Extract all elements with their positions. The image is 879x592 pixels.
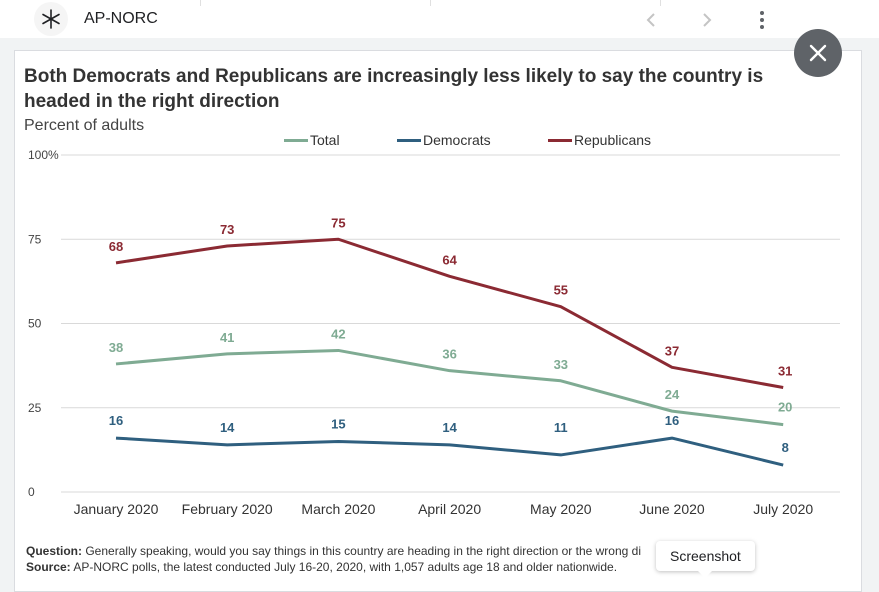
question-text: Generally speaking, would you say things…: [85, 544, 641, 558]
data-label-total: 41: [220, 330, 234, 345]
x-tick-label: June 2020: [639, 501, 705, 517]
close-button[interactable]: [794, 29, 842, 77]
y-tick-label: 100%: [28, 148, 59, 162]
x-tick-label: January 2020: [74, 501, 159, 517]
image-card: [14, 50, 862, 592]
data-label-democrats: 11: [554, 420, 568, 435]
data-label-republicans: 55: [554, 283, 568, 298]
source-note: Source: AP-NORC polls, the latest conduc…: [26, 560, 617, 574]
top-bar: AP-NORC: [0, 0, 879, 38]
y-tick-label: 25: [28, 401, 42, 415]
data-label-republicans: 75: [331, 215, 345, 230]
question-label: Question:: [26, 544, 82, 558]
data-label-republicans: 64: [442, 252, 457, 267]
y-tick-label: 50: [28, 317, 42, 331]
chevron-left-icon: [646, 13, 655, 27]
data-label-total: 24: [665, 387, 680, 402]
x-tick-label: February 2020: [182, 501, 273, 517]
data-label-republicans: 37: [665, 343, 679, 358]
data-label-total: 38: [109, 340, 123, 355]
next-button[interactable]: [696, 9, 718, 31]
series-line-republicans: [115, 237, 784, 390]
more-vert-icon: [760, 11, 764, 29]
close-icon: [809, 44, 827, 62]
source-text: AP-NORC polls, the latest conducted July…: [73, 560, 618, 574]
brand-name[interactable]: AP-NORC: [84, 10, 158, 27]
x-tick-label: May 2020: [530, 501, 592, 517]
more-options-button[interactable]: [751, 9, 773, 31]
y-tick-label: 0: [28, 485, 35, 499]
legend-label-total: Total: [310, 132, 340, 148]
legend-republicans: Republicans: [548, 132, 651, 148]
data-label-total: 36: [442, 347, 456, 362]
x-tick-label: July 2020: [753, 501, 813, 517]
data-label-republicans: 73: [220, 222, 234, 237]
previous-button[interactable]: [640, 9, 662, 31]
asterisk-icon: [42, 9, 60, 29]
y-tick-label: 75: [28, 232, 42, 246]
data-label-total: 33: [554, 357, 568, 372]
x-tick-label: March 2020: [301, 501, 375, 517]
data-label-democrats: 15: [331, 416, 345, 431]
chart-title: Both Democrats and Republicans are incre…: [24, 66, 764, 112]
tab-divider: [0, 0, 201, 6]
data-label-democrats: 8: [782, 440, 789, 455]
series-line-democrats: [115, 436, 784, 467]
line-chart: 0 25 50 75 100% January 2020 February 2020 Marc…: [28, 148, 840, 517]
data-label-democrats: 16: [665, 413, 679, 428]
data-label-democrats: 14: [220, 420, 235, 435]
legend-democrats: Democrats: [397, 132, 491, 148]
data-label-democrats: 16: [109, 413, 123, 428]
legend-label-republicans: Republicans: [574, 132, 652, 148]
screenshot-tooltip: Screenshot: [656, 541, 755, 571]
data-label-democrats: 14: [442, 420, 457, 435]
data-label-republicans: 68: [109, 239, 123, 254]
tab-divider: [430, 0, 661, 6]
ap-norc-logo[interactable]: [34, 2, 68, 36]
legend-total: Total: [284, 132, 340, 148]
legend-swatch-democrats: [397, 138, 421, 142]
x-tick-label: April 2020: [418, 501, 481, 517]
tab-divider: [200, 0, 431, 6]
legend-swatch-total: [284, 138, 308, 142]
question-note: Question: Generally speaking, would you …: [26, 544, 641, 558]
source-label: Source:: [26, 560, 71, 574]
data-label-republicans: 31: [778, 364, 792, 379]
series-line-total: [115, 348, 784, 427]
legend-label-democrats: Democrats: [423, 132, 491, 148]
chevron-right-icon: [703, 13, 712, 27]
chart-subtitle: Percent of adults: [24, 117, 145, 134]
legend-swatch-republicans: [548, 138, 572, 142]
data-label-total: 20: [778, 400, 792, 415]
tooltip-arrow: [698, 571, 712, 578]
data-label-total: 42: [331, 326, 345, 341]
